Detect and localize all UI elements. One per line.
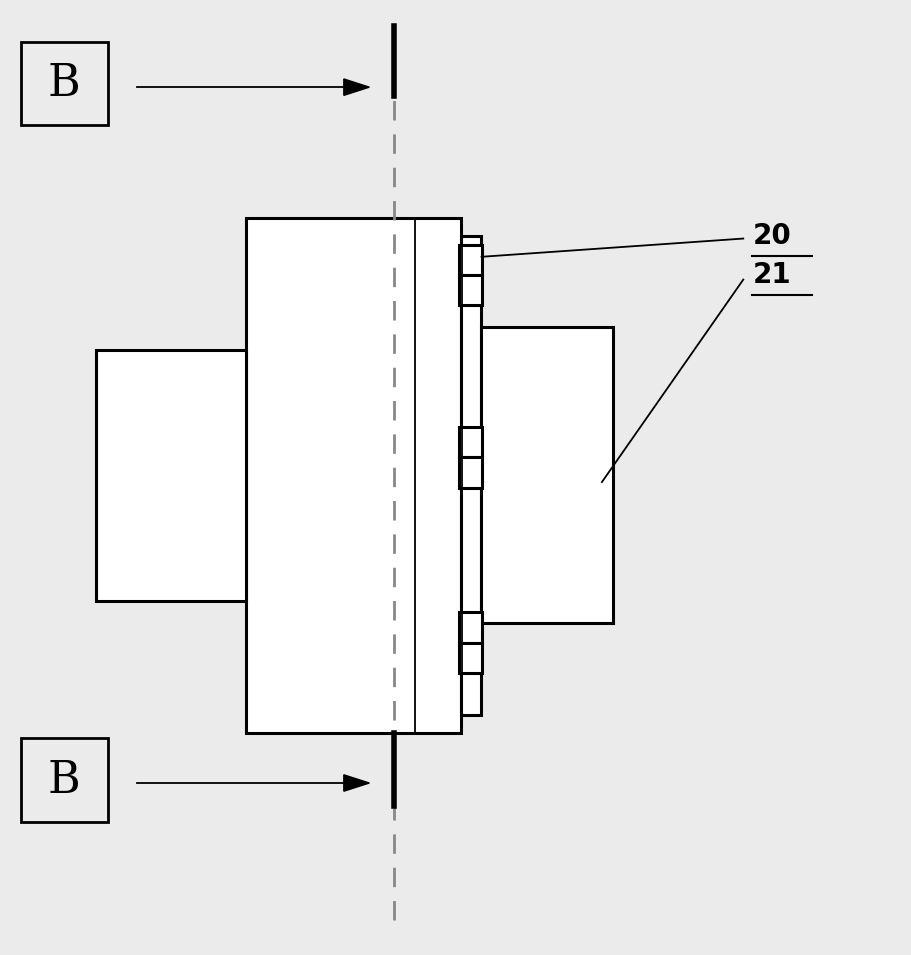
Bar: [458, 643, 482, 672]
Bar: [458, 427, 482, 457]
Bar: [460, 236, 480, 714]
Polygon shape: [343, 775, 369, 792]
Text: B: B: [48, 62, 80, 105]
Bar: [458, 275, 482, 306]
Polygon shape: [343, 79, 369, 96]
Bar: [96, 350, 246, 601]
Bar: [458, 457, 482, 488]
Bar: [458, 244, 482, 275]
Text: B: B: [48, 758, 80, 802]
Bar: [246, 218, 460, 732]
FancyBboxPatch shape: [21, 42, 107, 125]
Text: 20: 20: [752, 222, 790, 250]
Bar: [458, 612, 482, 643]
FancyBboxPatch shape: [21, 738, 107, 822]
Bar: [480, 327, 612, 624]
Text: 21: 21: [752, 261, 790, 289]
